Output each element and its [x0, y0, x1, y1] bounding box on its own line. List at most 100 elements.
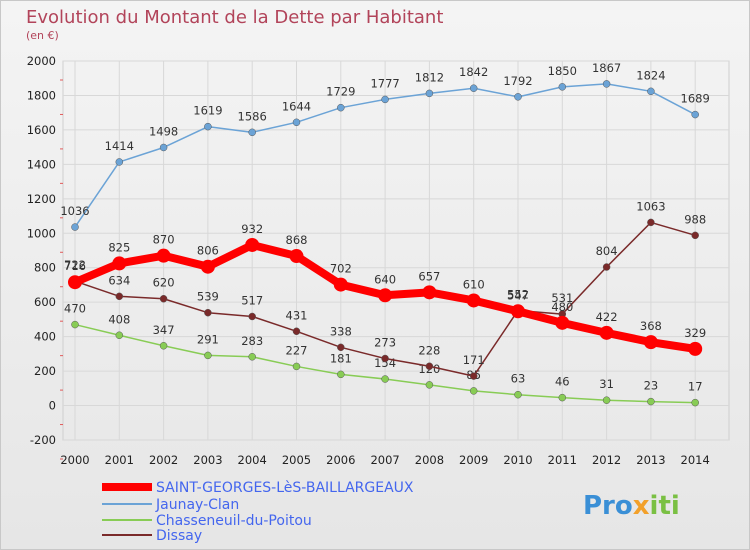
data-label: 171 — [463, 353, 485, 367]
data-point — [602, 263, 611, 271]
data-label: 273 — [374, 336, 396, 350]
data-label: 1850 — [548, 64, 577, 78]
data-point — [602, 396, 611, 404]
data-label: 46 — [555, 375, 570, 389]
data-point — [248, 353, 256, 361]
data-point — [68, 275, 82, 290]
data-point — [691, 110, 699, 119]
data-label: 480 — [551, 300, 573, 314]
data-point — [204, 122, 212, 131]
data-label: 634 — [108, 273, 130, 287]
data-label: 23 — [644, 379, 659, 393]
data-label: 368 — [640, 319, 662, 333]
data-label: 329 — [684, 326, 706, 340]
data-label: 932 — [241, 222, 263, 236]
x-tick-label: 2006 — [326, 453, 355, 467]
legend-label: Dissay — [156, 528, 202, 544]
data-point — [511, 304, 525, 319]
legend-label: Jaunay-Clan — [155, 497, 239, 513]
data-label: 806 — [197, 244, 219, 258]
data-label: 1729 — [326, 85, 355, 99]
data-point — [245, 237, 260, 252]
data-label: 1414 — [105, 139, 134, 153]
legend-label: SAINT-GEORGES-LèS-BAILLARGEAUX — [156, 480, 414, 496]
data-label: 1777 — [370, 76, 399, 90]
data-label: 552 — [507, 287, 529, 301]
y-tick-label: -200 — [30, 433, 56, 447]
data-point — [688, 341, 703, 356]
data-point — [159, 342, 168, 350]
plot-area: -200 0 200 400 600 800 1000 1200 1400 1600 1800 200… — [27, 54, 730, 467]
x-tick-label: 2001 — [105, 453, 134, 467]
y-tick-label: 1800 — [27, 88, 56, 102]
data-point — [378, 288, 393, 303]
series-layer: 1036 1414 1498 1619 1586 1644 1729 1777 1812 1842… — [60, 61, 710, 407]
y-tick-label: 1000 — [27, 226, 56, 240]
data-label: 610 — [463, 277, 485, 291]
data-point — [71, 320, 79, 329]
data-point — [558, 83, 567, 91]
y-tick-label: 400 — [34, 330, 56, 344]
x-tick-label: 2004 — [238, 453, 267, 467]
data-point — [425, 381, 434, 389]
y-tick-label: 1600 — [27, 123, 56, 137]
data-point — [204, 351, 212, 360]
y-tick-label: 800 — [34, 261, 56, 275]
data-label: 227 — [286, 343, 308, 357]
series-3: 722 634 620 539 517 431 338 273 228 171 552 531 804 1… — [64, 199, 706, 380]
data-point — [115, 292, 124, 301]
data-label: 620 — [153, 276, 175, 290]
x-tick-label: 2012 — [592, 453, 621, 467]
data-point — [381, 375, 389, 383]
data-point — [691, 398, 699, 407]
data-label: 1689 — [681, 92, 710, 106]
data-label: 825 — [108, 240, 130, 254]
data-label: 722 — [64, 258, 86, 272]
data-label: 1792 — [503, 74, 532, 88]
data-point — [647, 397, 655, 406]
data-point — [425, 362, 434, 371]
data-point — [643, 335, 658, 350]
data-label: 17 — [688, 380, 703, 394]
data-label: 547 — [507, 288, 529, 302]
data-point — [381, 95, 389, 104]
data-point — [112, 256, 127, 271]
x-tick-label: 2011 — [548, 453, 577, 467]
data-point — [469, 84, 478, 92]
data-label: 408 — [108, 312, 130, 326]
data-label: 531 — [551, 291, 573, 305]
data-point — [381, 354, 389, 363]
data-label: 640 — [374, 272, 396, 286]
data-point — [647, 218, 655, 227]
data-point — [469, 372, 478, 380]
x-tick-label: 2000 — [60, 453, 89, 467]
data-point — [647, 87, 655, 96]
y-tick-label: 1200 — [27, 192, 56, 206]
x-tick-label: 2013 — [636, 453, 665, 467]
data-point — [156, 248, 171, 263]
data-label: 431 — [286, 308, 308, 322]
data-point — [159, 294, 168, 303]
data-label: 181 — [330, 351, 352, 365]
y-tick-label: 600 — [34, 295, 56, 309]
data-label: 804 — [596, 244, 618, 258]
x-axis: 2000 2001 2002 2003 2004 2005 2006 2007 2008 2009… — [60, 453, 709, 467]
x-tick-label: 2008 — [415, 453, 444, 467]
data-point — [289, 249, 304, 264]
y-axis: -200 0 200 400 600 800 1000 1200 1400 1600 1800 200… — [27, 54, 63, 460]
data-point — [337, 103, 345, 112]
data-point — [466, 293, 481, 308]
data-label: 31 — [599, 377, 614, 391]
data-label: 347 — [153, 323, 175, 337]
data-label: 1063 — [636, 199, 665, 213]
data-label: 291 — [197, 332, 219, 346]
series-0: 716 825 870 806 932 868 702 640 657 610 547 480 422 3… — [64, 222, 706, 356]
legend-label: Chasseneuil-du-Poitou — [156, 513, 312, 529]
x-tick-label: 2010 — [503, 453, 532, 467]
data-label: 657 — [418, 269, 440, 283]
data-point — [514, 93, 522, 101]
data-point — [292, 362, 301, 371]
data-label: 1824 — [636, 68, 665, 82]
data-point — [555, 315, 570, 330]
